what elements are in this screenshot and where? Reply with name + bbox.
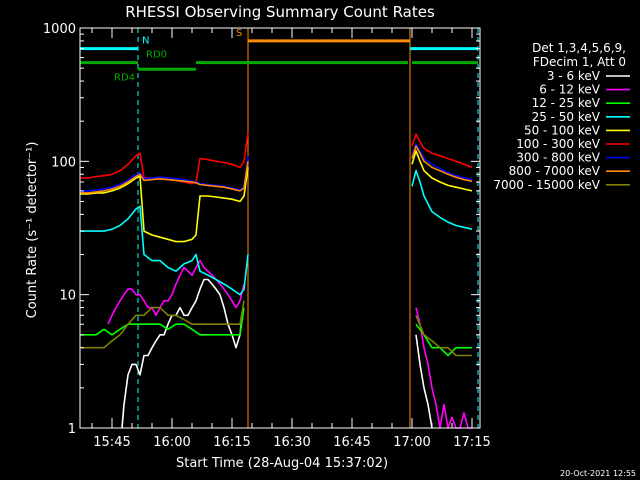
flag-label-3: RD4	[114, 72, 135, 83]
flag-label-0: N	[142, 36, 149, 47]
legend-label-4: 50 - 100 keV	[524, 123, 601, 137]
y-tick-label-2: 100	[51, 155, 76, 170]
legend-label-7: 800 - 7000 keV	[509, 164, 601, 178]
legend-label-3: 25 - 50 keV	[532, 110, 601, 124]
series-line-8	[80, 300, 472, 357]
y-axis-label: Count Rate (s⁻¹ detector⁻¹)	[25, 142, 40, 319]
x-tick-label-0: 15:45	[93, 435, 130, 450]
legend-label-2: 12 - 25 keV	[532, 96, 601, 110]
series-line-3	[80, 169, 473, 296]
legend-label-6: 300 - 800 keV	[516, 151, 600, 165]
x-tick-label-5: 17:00	[393, 435, 430, 450]
legend-header-line-1: Det 1,3,4,5,6,9,	[532, 41, 626, 55]
y-tick-label-3: 1000	[43, 22, 76, 37]
x-tick-label-4: 16:45	[333, 435, 370, 450]
x-axis-label: Start Time (28-Aug-04 15:37:02)	[176, 456, 388, 471]
x-tick-label-1: 16:00	[153, 435, 190, 450]
x-tick-label-3: 16:30	[273, 435, 310, 450]
legend-label-8: 7000 - 15000 keV	[493, 178, 600, 192]
timestamp: 20-Oct-2021 12:55	[560, 469, 636, 478]
y-tick-label-0: 1	[68, 422, 76, 437]
legend-label-1: 6 - 12 keV	[539, 83, 601, 97]
series-line-4	[80, 150, 473, 243]
series-line-6	[80, 143, 473, 192]
flag-label-1: S	[236, 28, 242, 39]
y-tick-label-1: 10	[59, 289, 76, 304]
plot-frame	[79, 27, 481, 429]
x-tick-label-6: 17:15	[453, 435, 490, 450]
legend-label-5: 100 - 300 keV	[516, 137, 600, 151]
flag-label-2: RD0	[146, 50, 167, 61]
series-line-7	[80, 145, 473, 194]
plot-content: N S RD0 RD4 1 10 100 1000 15:45 16:00 16:15 16:30 16…	[43, 22, 491, 450]
legend-header-line-2: FDecim 1, Att 0	[533, 55, 626, 69]
series-line-1	[107, 259, 472, 429]
x-tick-label-2: 16:15	[213, 435, 250, 450]
legend-label-0: 3 - 6 keV	[547, 69, 601, 83]
series-line-0	[121, 278, 433, 429]
series-line-2	[80, 307, 472, 357]
chart-title: RHESSI Observing Summary Count Rates	[125, 3, 435, 21]
